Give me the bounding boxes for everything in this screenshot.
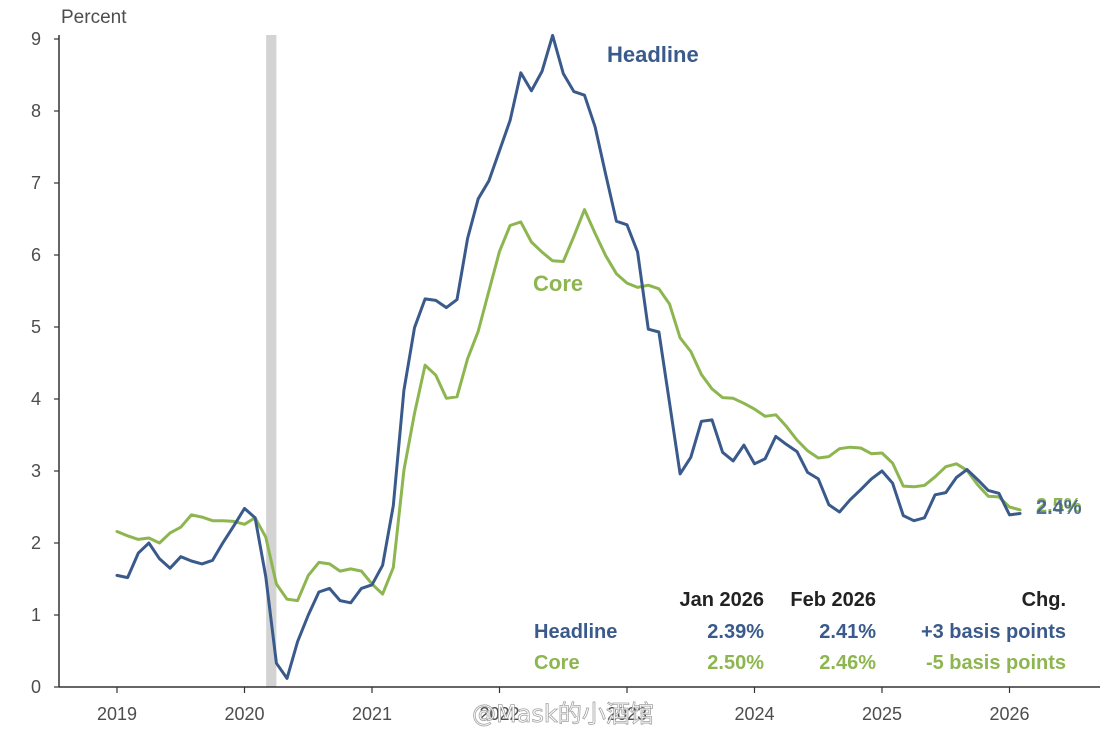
- x-tick-label: 2025: [862, 704, 902, 724]
- core-series-label: Core: [533, 271, 583, 296]
- table-row-headline-feb: 2.41%: [819, 621, 876, 643]
- table-row-core-feb: 2.46%: [819, 652, 876, 674]
- y-tick-label: 4: [31, 389, 41, 409]
- x-axis-ticks: 2019 2020 2021 2022 2023 2024 2025 2026: [97, 687, 1030, 724]
- core-series-line: [115, 208, 1022, 603]
- x-tick-label: 2019: [97, 704, 137, 724]
- headline-series-line: [115, 33, 1022, 680]
- x-tick-label: 2026: [989, 704, 1029, 724]
- y-tick-label: 1: [31, 605, 41, 625]
- y-tick-label: 7: [31, 173, 41, 193]
- table-header-chg: Chg.: [1022, 589, 1066, 611]
- y-tick-label: 5: [31, 317, 41, 337]
- y-axis-title: Percent: [61, 7, 127, 28]
- headline-series-label: Headline: [607, 42, 699, 67]
- core-end-label: 2.5%: [1036, 495, 1082, 517]
- x-tick-label: 2024: [734, 704, 774, 724]
- table-row-headline-chg: +3 basis points: [921, 621, 1066, 643]
- table-row-core-chg: -5 basis points: [926, 652, 1066, 674]
- y-tick-label: 0: [31, 677, 41, 697]
- y-axis-ticks: 0 1 2 3 4 5 6 7 8 9: [31, 29, 59, 697]
- y-tick-label: 6: [31, 245, 41, 265]
- table-header-feb: Feb 2026: [790, 589, 876, 611]
- summary-table: Jan 2026 Feb 2026 Chg. Headline 2.39% 2.…: [534, 589, 1066, 674]
- table-row-headline-jan: 2.39%: [707, 621, 764, 643]
- table-row-headline-name: Headline: [534, 621, 617, 643]
- x-tick-label: 2023: [607, 704, 647, 724]
- series-lines: [115, 33, 1022, 680]
- y-tick-label: 3: [31, 461, 41, 481]
- x-tick-label: 2022: [479, 704, 519, 724]
- watermark-text: @Mask的小酒馆: [472, 700, 654, 728]
- x-tick-label: 2020: [224, 704, 264, 724]
- x-tick-label: 2021: [352, 704, 392, 724]
- y-tick-label: 9: [31, 29, 41, 49]
- table-header-jan: Jan 2026: [679, 589, 764, 611]
- table-row-core-name: Core: [534, 652, 580, 674]
- table-row-core-jan: 2.50%: [707, 652, 764, 674]
- y-tick-label: 2: [31, 533, 41, 553]
- recession-shading: [266, 35, 277, 687]
- headline-end-label: 2.4%: [1036, 497, 1082, 519]
- y-tick-label: 8: [31, 101, 41, 121]
